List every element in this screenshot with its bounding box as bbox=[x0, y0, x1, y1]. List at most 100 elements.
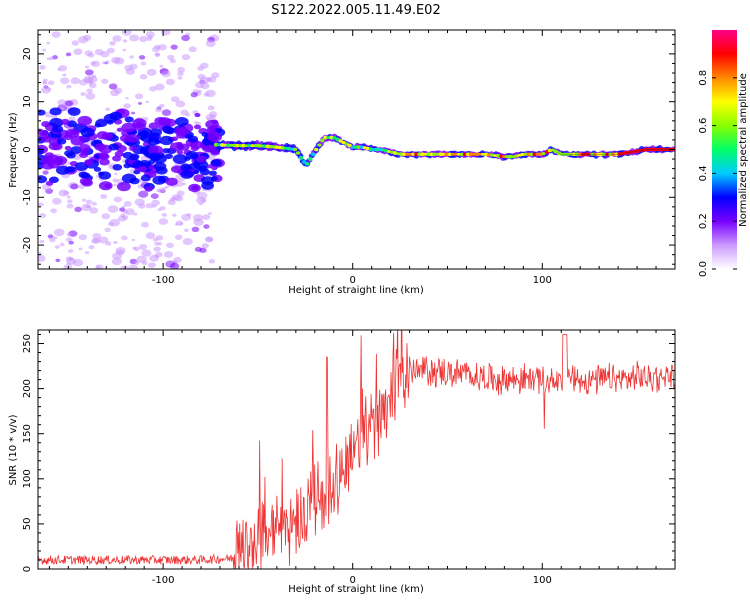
heatmap-noise bbox=[171, 194, 181, 201]
heatmap-noise bbox=[131, 238, 136, 242]
heatmap-noise bbox=[193, 121, 199, 125]
heatmap-noise bbox=[91, 74, 97, 79]
heatmap-noise bbox=[158, 218, 169, 225]
heatmap-core bbox=[529, 152, 534, 156]
colorbar-tick-label: 0.8 bbox=[698, 70, 709, 86]
heatmap-noise bbox=[107, 205, 119, 213]
heatmap-blob bbox=[211, 165, 218, 171]
heatmap-noise bbox=[190, 92, 198, 98]
colorbar-tick-label: 0.0 bbox=[698, 261, 709, 277]
heatmap-noise bbox=[141, 260, 148, 265]
heatmap-noise bbox=[68, 116, 76, 122]
heatmap-noise bbox=[141, 221, 149, 228]
heatmap-blob bbox=[64, 145, 72, 151]
heatmap-blob bbox=[49, 107, 62, 116]
heatmap-blob bbox=[98, 171, 105, 176]
heatmap-noise bbox=[154, 241, 160, 246]
x-tick-label: 0 bbox=[350, 575, 356, 586]
heatmap-noise bbox=[121, 214, 129, 220]
heatmap-noise bbox=[115, 249, 125, 256]
heatmap-noise bbox=[62, 73, 67, 77]
heatmap-blob bbox=[49, 117, 64, 128]
heatmap-core bbox=[420, 152, 425, 157]
heatmap-core bbox=[405, 152, 410, 156]
heatmap-noise bbox=[68, 249, 74, 253]
heatmap-noise bbox=[114, 57, 125, 65]
heatmap-blob bbox=[139, 146, 152, 155]
spectrogram-heat-layer bbox=[38, 30, 675, 269]
heatmap-noise bbox=[122, 39, 128, 43]
heatmap-noise bbox=[163, 251, 174, 258]
heatmap-noise bbox=[78, 247, 83, 251]
heatmap-core bbox=[247, 144, 252, 148]
heatmap-noise bbox=[51, 31, 61, 38]
heatmap-noise bbox=[209, 114, 217, 120]
heatmap-noise bbox=[42, 170, 49, 175]
heatmap-blob bbox=[169, 142, 184, 152]
heatmap-noise bbox=[104, 227, 111, 233]
heatmap-core bbox=[311, 152, 316, 157]
heatmap-noise bbox=[114, 87, 123, 94]
heatmap-noise bbox=[73, 48, 83, 56]
heatmap-noise bbox=[78, 234, 87, 241]
heatmap-blob bbox=[185, 150, 199, 160]
heatmap-blob bbox=[170, 165, 183, 173]
heatmap-noise bbox=[92, 232, 102, 240]
heatmap-noise bbox=[169, 58, 176, 64]
heatmap-noise bbox=[121, 30, 132, 36]
heatmap-noise bbox=[95, 265, 100, 269]
heatmap-blob bbox=[45, 180, 54, 186]
heatmap-noise bbox=[91, 201, 97, 206]
heatmap-blob bbox=[191, 185, 199, 191]
heatmap-core bbox=[450, 152, 456, 156]
y-tick-label: 0 bbox=[22, 566, 33, 572]
heatmap-noise bbox=[48, 56, 54, 61]
heatmap-blob bbox=[148, 122, 159, 130]
y-tick-label: -10 bbox=[22, 189, 33, 205]
heatmap-noise bbox=[204, 236, 214, 243]
heatmap-noise bbox=[145, 100, 150, 104]
heatmap-noise bbox=[91, 60, 101, 68]
heatmap-noise bbox=[108, 83, 118, 90]
heatmap-core bbox=[374, 147, 380, 152]
heatmap-noise bbox=[137, 101, 142, 105]
heatmap-noise bbox=[199, 247, 207, 254]
heatmap-noise bbox=[177, 71, 184, 77]
heatmap-noise bbox=[191, 226, 200, 233]
heatmap-blob bbox=[38, 175, 48, 184]
heatmap-noise bbox=[80, 92, 86, 97]
heatmap-noise bbox=[89, 207, 99, 214]
heatmap-noise bbox=[166, 242, 174, 249]
heatmap-blob bbox=[207, 132, 223, 142]
heatmap-noise bbox=[147, 37, 152, 41]
heatmap-blob bbox=[101, 132, 113, 141]
colorbar-tick-label: 0.6 bbox=[698, 118, 709, 134]
heatmap-noise bbox=[138, 190, 149, 198]
y-tick-label: 200 bbox=[22, 379, 33, 398]
heatmap-core bbox=[301, 160, 307, 164]
heatmap-noise bbox=[50, 208, 57, 214]
heatmap-blob bbox=[162, 148, 170, 154]
colorbar-ticks: 0.0 0.2 0.4 0.6 0.8 bbox=[698, 70, 737, 277]
heatmap-noise bbox=[169, 262, 180, 269]
heatmap-noise bbox=[206, 117, 211, 121]
heatmap-noise bbox=[139, 35, 148, 43]
heatmap-core bbox=[399, 152, 404, 157]
heatmap-noise bbox=[151, 199, 160, 206]
heatmap-noise bbox=[66, 233, 71, 237]
heatmap-noise bbox=[155, 107, 163, 113]
heatmap-core bbox=[298, 155, 304, 160]
heatmap-blob bbox=[78, 171, 89, 179]
spectrogram-ylabel: Frequency (Hz) bbox=[8, 112, 19, 188]
heatmap-noise bbox=[174, 223, 179, 226]
x-tick-label: -100 bbox=[152, 575, 175, 586]
heatmap-noise bbox=[54, 245, 60, 249]
heatmap-noise bbox=[49, 237, 56, 243]
heatmap-noise bbox=[207, 105, 215, 111]
heatmap-blob bbox=[95, 119, 108, 128]
heatmap-noise bbox=[58, 65, 68, 72]
heatmap-noise bbox=[177, 76, 183, 80]
heatmap-noise bbox=[157, 187, 166, 194]
snr-ylabel: SNR (10 * v/v) bbox=[8, 414, 19, 485]
heatmap-noise bbox=[85, 199, 93, 205]
